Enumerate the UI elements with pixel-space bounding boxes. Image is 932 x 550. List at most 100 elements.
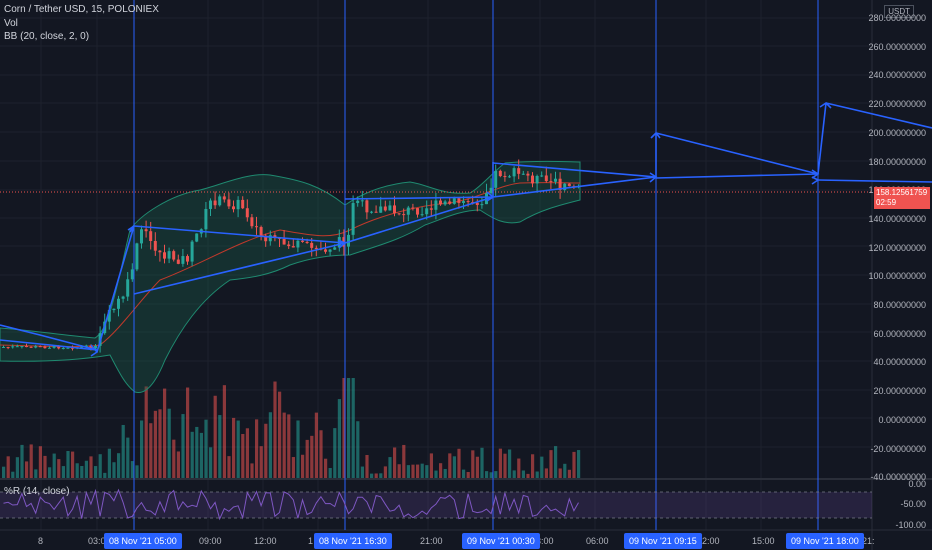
candle-body <box>554 178 557 182</box>
time-tag-4[interactable]: 09 Nov '21 09:15 <box>624 533 702 549</box>
candle-body <box>531 175 534 184</box>
candle-body <box>328 249 332 252</box>
volume-legend[interactable]: Vol <box>4 18 18 29</box>
volume-bar <box>296 420 300 478</box>
candle-body <box>195 233 199 242</box>
volume-bar <box>563 463 567 478</box>
candle-body <box>11 346 15 348</box>
candle-body <box>535 175 539 184</box>
volume-bar <box>213 395 217 478</box>
volume-bar <box>324 458 328 478</box>
volume-bar <box>61 466 65 478</box>
bollinger-band-fill <box>0 160 581 394</box>
volume-bar <box>6 456 10 478</box>
volume-bar <box>245 428 249 478</box>
candle-body <box>48 347 51 349</box>
volume-bar <box>11 471 15 478</box>
volume-bar <box>149 423 153 478</box>
candle-body <box>34 346 38 348</box>
symbol-legend[interactable]: Corn / Tether USD, 15, POLONIEX <box>4 4 159 15</box>
candle-body <box>370 211 373 213</box>
candle-body <box>379 206 383 213</box>
candle-body <box>259 227 263 236</box>
time-tag-2[interactable]: 08 Nov '21 16:30 <box>314 533 392 549</box>
time-tag-3[interactable]: 09 Nov '21 00:30 <box>462 533 540 549</box>
volume-bar <box>494 471 498 478</box>
volume-bar <box>567 469 571 478</box>
price-axis-label: 60.00000000 <box>873 328 926 339</box>
candle-body <box>466 201 470 203</box>
volume-bar <box>84 460 88 478</box>
candle-body <box>420 214 424 216</box>
volume-bar <box>397 464 401 478</box>
volume-bar <box>535 471 539 478</box>
candle-body <box>66 347 70 349</box>
volume-bar <box>457 448 461 478</box>
volume-bar <box>351 378 355 478</box>
candle-body <box>112 308 116 311</box>
volume-bar <box>365 454 369 478</box>
volume-bar <box>227 456 231 478</box>
bb-legend[interactable]: BB (20, close, 2, 0) <box>4 31 90 42</box>
candle-body <box>57 345 61 349</box>
candle-body <box>480 204 484 206</box>
volume-bar <box>25 461 29 478</box>
volume-bar <box>167 408 171 478</box>
volume-bar <box>402 444 406 478</box>
candle-body <box>71 347 74 349</box>
candle-body <box>508 176 511 178</box>
volume-bar <box>310 435 314 478</box>
candle-body <box>489 187 493 194</box>
candle-body <box>402 214 406 216</box>
vertical-lines[interactable] <box>133 0 819 530</box>
trendline-drawings[interactable] <box>0 102 932 353</box>
price-axis-label: 180.00000000 <box>868 156 926 167</box>
candle-body <box>540 175 544 177</box>
volume-bar <box>158 409 162 478</box>
volume-bar <box>480 447 484 478</box>
volume-bar <box>374 473 378 478</box>
candle-body <box>434 200 438 210</box>
osc-axis-label: -50.00 <box>900 499 926 509</box>
volume-bar <box>199 432 203 478</box>
wr-legend[interactable]: %R (14, close) <box>4 486 70 497</box>
volume-bar <box>508 449 512 478</box>
candle-body <box>443 201 447 205</box>
candle-body <box>521 173 525 175</box>
time-tag-1[interactable]: 08 Nov '21 05:00 <box>104 533 182 549</box>
volume-bar <box>406 465 410 478</box>
candle-body <box>563 183 567 190</box>
time-tag-5[interactable]: 09 Nov '21 18:00 <box>786 533 864 549</box>
candle-body <box>218 196 222 206</box>
volume-bar <box>52 453 56 478</box>
arrow-heads <box>90 101 832 357</box>
candle-body <box>356 200 360 204</box>
williams-r-band <box>0 492 872 518</box>
candle-body <box>411 207 415 209</box>
grid <box>0 0 872 530</box>
currency-badge[interactable]: USDT <box>884 5 914 18</box>
volume-bar <box>29 444 33 478</box>
volume-bar <box>554 446 558 478</box>
price-axis-label: 200.00000000 <box>868 127 926 138</box>
volume-bar <box>370 473 374 478</box>
volume-bar <box>38 446 42 478</box>
time-axis-label: 1 <box>308 536 314 546</box>
volume-bar <box>301 454 305 478</box>
volume-bar <box>172 439 176 478</box>
candle-body <box>448 201 452 204</box>
volume-bar <box>531 454 535 478</box>
time-axis-label: 21: <box>862 536 875 546</box>
candle-body <box>163 252 166 259</box>
williams-r-line <box>3 488 579 521</box>
volume-bar <box>337 399 341 478</box>
volume-bar <box>268 412 272 478</box>
candle-body <box>84 345 88 347</box>
volume-bar <box>195 426 199 478</box>
price-axis-label: 20.00000000 <box>873 386 926 397</box>
candle-body <box>452 198 456 204</box>
volume-bar <box>388 457 392 478</box>
current-price-tag: 158.12561759 02:59 <box>874 187 930 209</box>
candle-body <box>416 208 419 215</box>
